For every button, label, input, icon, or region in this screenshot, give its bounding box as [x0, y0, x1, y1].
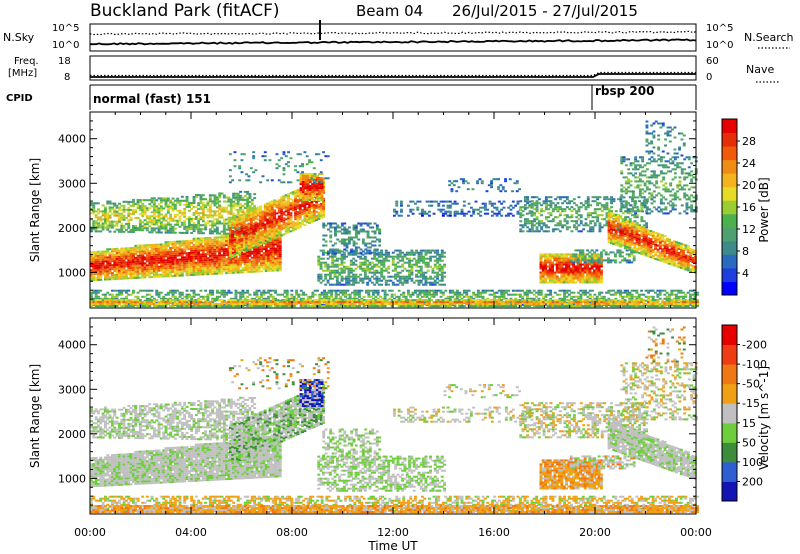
power-colorbar-tick-0: 4	[742, 267, 749, 280]
power-colorbar-tick-1: 8	[742, 245, 749, 258]
cpid-label: CPID	[6, 93, 33, 104]
power-colorbar-tick-6: 28	[742, 135, 756, 148]
x-tick-label-4: 16:00	[478, 526, 510, 539]
station-title: Buckland Park (fitACF)	[90, 1, 280, 21]
nsky-tick-bottom: 10^0	[52, 40, 79, 51]
freq-tick-bottom: 8	[64, 72, 70, 83]
power-ytick-2000: 2000	[58, 222, 86, 235]
cpid-mode-2: rbsp 200	[595, 84, 654, 98]
velocity-colorbar: 200 100 50 15 -15 -50 -100 -200	[721, 324, 767, 502]
power-colorbar-tick-5: 24	[742, 157, 756, 170]
velocity-colorbar-tick-4: -15	[742, 397, 760, 410]
x-tick-label-1: 04:00	[175, 526, 207, 539]
power-colorbar-tick-4: 20	[742, 179, 756, 192]
cpid-panel: CPID normal (fast) 151 rbsp 200	[6, 84, 697, 110]
velocity-colorbar-tick-7: -200	[742, 339, 767, 352]
power-colorbar-tick-2: 12	[742, 223, 756, 236]
x-tick-label-2: 08:00	[276, 526, 308, 539]
freq-tick-top: 18	[58, 56, 71, 67]
velocity-ytick-4000: 4000	[58, 339, 86, 352]
nsearch-tick-bottom: 10^0	[706, 40, 733, 51]
power-ytick-1000: 1000	[58, 266, 86, 279]
freq-label-line2: [MHz]	[8, 68, 37, 79]
nave-label: Nave	[746, 63, 774, 76]
velocity-colorbar-label: Velocity [m s^-1]	[757, 366, 771, 470]
x-axis-ticks: 00:00 04:00 08:00 12:00 16:00 20:00 00:00	[74, 112, 712, 539]
velocity-colorbar-tick-6: -100	[742, 358, 767, 371]
velocity-ytick-3000: 3000	[58, 383, 86, 396]
velocity-y-axis-label: Slant Range [km]	[28, 364, 42, 468]
nave-tick-bottom: 0	[706, 72, 712, 83]
velocity-ytick-1000: 1000	[58, 472, 86, 485]
x-tick-label-5: 20:00	[579, 526, 611, 539]
power-y-ticks: 1000 2000 3000 4000	[58, 120, 696, 300]
freq-panel: Freq. [MHz] 18 8 60 0 Nave	[8, 55, 780, 83]
nsearch-label: N.Search	[744, 31, 794, 44]
velocity-panel: 1000 2000 3000 4000 Slant Range [km] 200 100…	[28, 317, 771, 515]
nsky-label: N.Sky	[3, 31, 35, 44]
velocity-colorbar-tick-3: 15	[742, 417, 756, 430]
velocity-heatmap-cells	[90, 326, 699, 514]
velocity-colorbar-tick-5: -50	[742, 378, 760, 391]
velocity-y-ticks: 1000 2000 3000 4000	[58, 326, 696, 506]
nave-tick-top: 60	[706, 56, 719, 67]
power-ytick-4000: 4000	[58, 133, 86, 146]
nsky-panel: N.Sky 10^5 10^0 10^5 10^0 N.Search	[3, 20, 794, 52]
cpid-mode-1: normal (fast) 151	[93, 92, 211, 106]
x-tick-label-6: 00:00	[680, 526, 712, 539]
x-tick-label-0: 00:00	[74, 526, 106, 539]
nsearch-tick-top: 10^5	[706, 23, 733, 34]
velocity-ytick-2000: 2000	[58, 428, 86, 441]
x-tick-label-3: 12:00	[377, 526, 409, 539]
power-heatmap-cells	[90, 120, 699, 308]
x-axis-label: Time UT	[367, 539, 418, 553]
power-colorbar-tick-3: 16	[742, 201, 756, 214]
velocity-colorbar-tick-2: 50	[742, 436, 756, 449]
power-colorbar: 4 8 12 16 20 24 28	[721, 118, 756, 296]
power-colorbar-label: Power [dB]	[757, 177, 771, 242]
date-range-title: 26/Jul/2015 - 27/Jul/2015	[452, 2, 638, 20]
power-y-axis-label: Slant Range [km]	[28, 158, 42, 262]
freq-label-line1: Freq.	[14, 56, 39, 67]
velocity-colorbar-tick-1: 100	[742, 456, 763, 469]
power-panel: 1000 2000 3000 4000 Slant Range [km] 4 8 12 16…	[28, 111, 771, 309]
velocity-colorbar-tick-0: 200	[742, 475, 763, 488]
beam-title: Beam 04	[356, 2, 423, 20]
nsky-tick-top: 10^5	[52, 23, 79, 34]
power-ytick-3000: 3000	[58, 177, 86, 190]
